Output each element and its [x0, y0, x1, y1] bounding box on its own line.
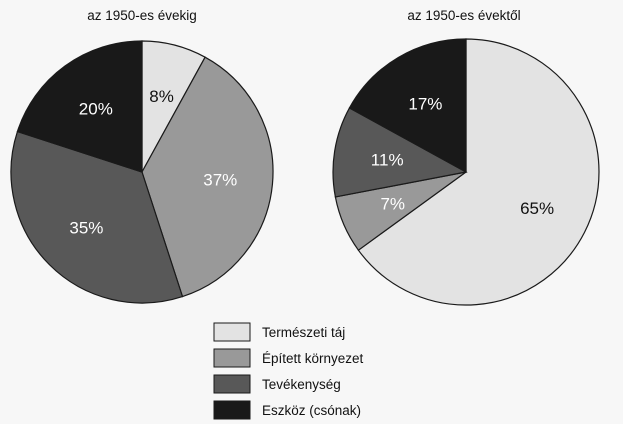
legend-label-termeszeti-taj: Természeti táj: [262, 325, 345, 340]
pie-slice-left-eszkoz-csonak: [16, 40, 143, 173]
pie-slice-right-termeszeti-taj: [357, 38, 600, 306]
pie-slice-right-tevekenyseg: [332, 107, 468, 198]
pie-label-left-epitett-kornyezet: 37%: [203, 170, 237, 189]
legend-label-epitett-kornyezet: Épített környezet: [262, 351, 364, 366]
legend-swatch-eszkoz-csonak: [213, 400, 251, 420]
legend-label-tevekenyseg: Tevékenység: [262, 377, 341, 392]
pie-label-right-epitett-kornyezet: 7%: [380, 195, 405, 214]
pie-chart-right: 65% 7% 11% 17%: [332, 38, 600, 306]
pie-label-right-eszkoz-csonak: 17%: [408, 94, 442, 113]
pie-label-left-termeszeti-taj: 8%: [149, 87, 174, 106]
pie-slice-left-epitett-kornyezet: [141, 56, 274, 298]
pie-label-left-eszkoz-csonak: 20%: [79, 99, 113, 118]
pie-chart-left: 8% 37% 35% 20%: [10, 40, 274, 304]
pie-label-right-tevekenyseg: 11%: [371, 151, 404, 170]
legend: Természeti táj Épített környezet Tevéken…: [213, 322, 364, 420]
pie-label-left-tevekenyseg: 35%: [69, 219, 103, 238]
legend-swatch-termeszeti-taj: [213, 322, 251, 342]
pie-label-right-termeszeti-taj: 65%: [520, 199, 554, 218]
legend-label-eszkoz-csonak: Eszköz (csónak): [262, 403, 361, 418]
legend-swatch-tevekenyseg: [213, 374, 251, 394]
pie-slice-left-tevekenyseg: [10, 130, 184, 304]
chart-title-left: az 1950-es évekig: [87, 8, 197, 23]
chart-title-right: az 1950-es évektől: [407, 8, 520, 23]
pie-slice-right-eszkoz-csonak: [348, 38, 467, 174]
legend-swatch-epitett-kornyezet: [213, 348, 251, 368]
